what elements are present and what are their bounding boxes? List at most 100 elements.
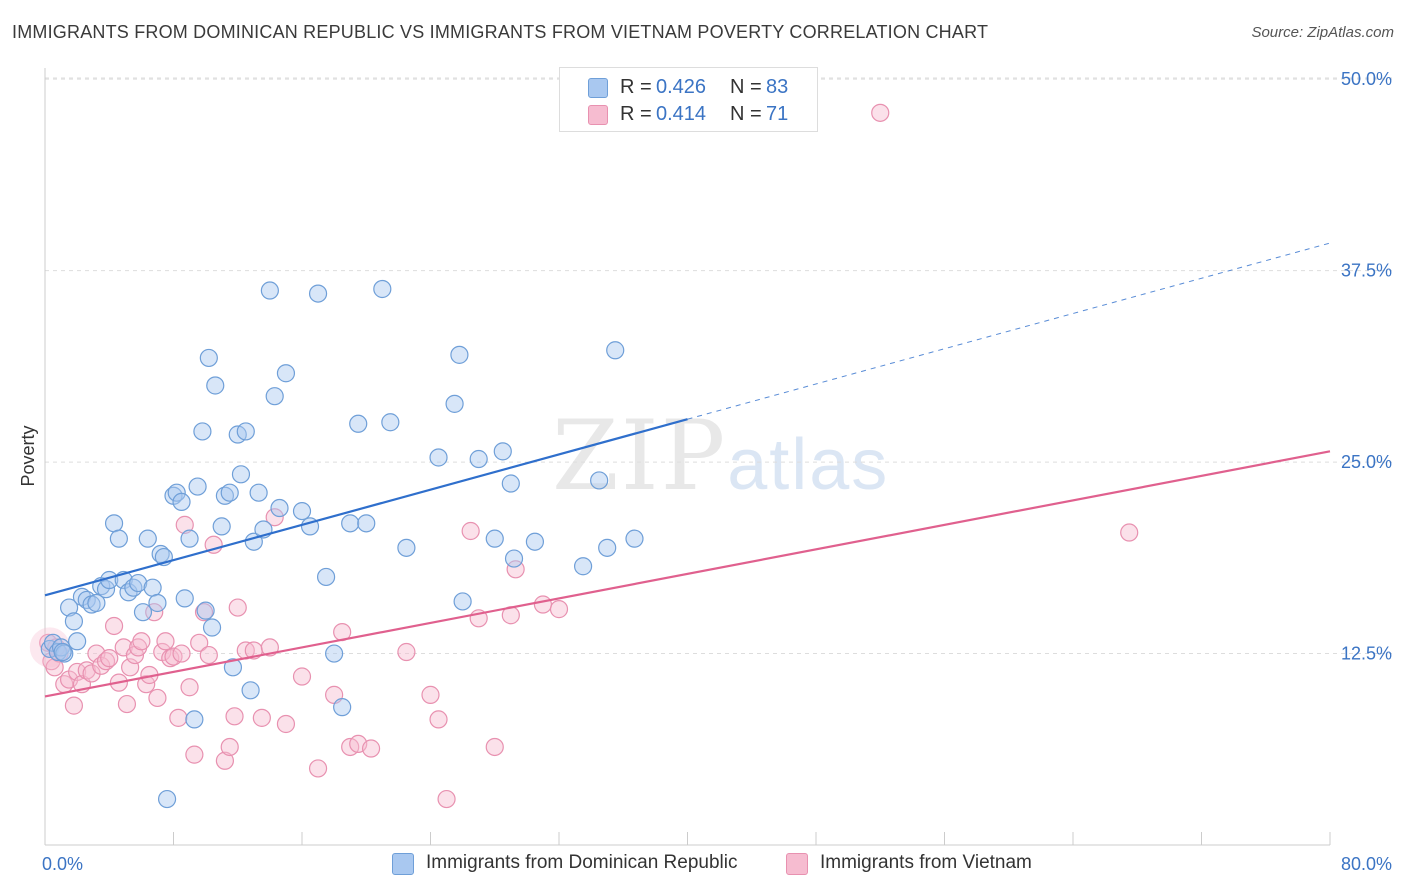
data-point-dominican	[241, 681, 260, 700]
data-point-vietnam	[1120, 523, 1139, 542]
series-dominican-points	[40, 279, 644, 809]
data-point-dominican	[206, 376, 225, 395]
legend: R = 0.426 N = 83 R = 0.414 N = 71	[559, 67, 818, 132]
data-point-dominican	[606, 341, 625, 360]
legend-swatch-blue	[588, 78, 608, 98]
data-point-vietnam	[180, 678, 199, 697]
data-point-vietnam	[45, 658, 64, 677]
data-point-vietnam	[96, 652, 116, 671]
data-point-dominican	[276, 364, 296, 383]
data-point-dominican	[260, 281, 279, 300]
data-point-vietnam	[871, 103, 890, 122]
data-point-dominican	[308, 284, 328, 303]
data-point-dominican	[231, 465, 251, 484]
data-point-vietnam	[308, 759, 328, 778]
legend-row-vietnam: R = 0.414 N = 71	[560, 101, 817, 129]
data-point-dominican	[249, 483, 268, 502]
tick-labels: 12.5% 25.0% 37.5% 50.0% 0.0% 80.0%	[42, 69, 1392, 874]
data-point-dominican	[270, 498, 289, 518]
data-point-vietnam	[421, 685, 440, 704]
series-vietnam-points	[29, 103, 1139, 809]
trend-line-dominican-extension	[687, 242, 1331, 420]
legend-r-value: 0.414	[656, 103, 707, 125]
data-point-vietnam	[397, 642, 416, 662]
data-point-dominican	[469, 449, 488, 469]
data-point-dominican	[453, 592, 472, 611]
legend-n-value: 83	[766, 76, 789, 98]
data-point-dominican	[598, 538, 617, 557]
data-point-vietnam	[461, 521, 480, 541]
legend-swatch-pink	[588, 105, 608, 125]
data-point-dominican	[236, 422, 255, 441]
axes	[44, 68, 1331, 846]
data-point-dominican	[202, 618, 222, 637]
data-point-dominican	[265, 387, 284, 406]
data-point-dominican	[573, 557, 593, 576]
data-point-vietnam	[100, 649, 119, 668]
data-point-dominican	[193, 422, 212, 441]
data-point-dominican	[397, 538, 416, 557]
data-point-vietnam	[225, 707, 244, 726]
data-point-dominican	[53, 642, 72, 662]
data-point-dominican	[109, 529, 128, 548]
data-point-vietnam	[549, 600, 569, 619]
data-point-vietnam	[77, 661, 96, 680]
data-point-dominican	[625, 529, 644, 548]
y-tick-label: 37.5%	[1341, 261, 1392, 281]
bottom-legend-swatch-pink	[786, 853, 808, 875]
data-point-dominican	[525, 532, 545, 551]
data-point-dominican	[325, 644, 344, 663]
data-point-dominican	[87, 593, 106, 613]
data-point-dominican	[450, 345, 469, 364]
y-tick-label: 25.0%	[1341, 452, 1392, 472]
data-point-dominican	[143, 578, 162, 597]
data-point-dominican	[223, 658, 243, 677]
watermark-zip: ZIP	[552, 400, 728, 512]
data-point-dominican	[373, 279, 392, 299]
bottom-legend-label: Immigrants from Vietnam	[820, 852, 1032, 873]
data-point-dominican	[349, 414, 368, 433]
legend-r-label: R =	[620, 76, 652, 98]
data-point-dominican	[199, 348, 218, 368]
data-point-dominican	[172, 492, 191, 511]
x-tick-label-max: 80.0%	[1341, 854, 1392, 874]
data-point-dominican	[341, 514, 360, 533]
data-point-dominican	[357, 514, 376, 533]
data-point-vietnam	[185, 745, 204, 764]
data-point-dominican	[445, 394, 464, 413]
legend-r-value: 0.426	[656, 76, 707, 98]
source-label: Source: ZipAtlas.com	[1251, 24, 1394, 41]
data-point-dominican	[212, 517, 231, 536]
data-point-vietnam	[265, 508, 284, 527]
data-point-dominican	[180, 529, 199, 548]
data-point-vietnam	[220, 737, 239, 757]
data-point-dominican	[175, 589, 194, 608]
data-point-dominican	[129, 573, 148, 593]
data-point-dominican	[493, 442, 512, 461]
legend-n-label: N =	[730, 76, 762, 98]
data-point-vietnam	[172, 644, 191, 663]
y-tick-label: 50.0%	[1341, 69, 1392, 89]
data-point-vietnam	[148, 688, 167, 708]
data-point-dominican	[157, 789, 177, 809]
data-point-dominican	[215, 486, 234, 505]
data-point-dominican	[59, 598, 79, 617]
chart-title: IMMIGRANTS FROM DOMINICAN REPUBLIC VS IM…	[12, 22, 989, 42]
data-point-vietnam	[82, 664, 101, 683]
trend-line-vietnam	[44, 450, 1331, 698]
data-point-vietnam	[276, 714, 296, 734]
data-point-vietnam	[429, 710, 448, 729]
data-point-dominican	[292, 501, 312, 521]
data-point-vietnam	[175, 515, 194, 534]
data-point-vietnam	[132, 632, 151, 651]
data-point-dominican	[138, 529, 157, 548]
trend-lines	[44, 242, 1331, 698]
data-point-vietnam	[292, 667, 312, 686]
legend-row-dominican: R = 0.426 N = 83	[560, 74, 817, 102]
data-point-vietnam	[437, 789, 456, 809]
data-point-dominican	[185, 710, 204, 729]
data-point-vietnam	[190, 633, 209, 652]
data-point-dominican	[64, 612, 84, 631]
legend-r-label: R =	[620, 103, 652, 125]
